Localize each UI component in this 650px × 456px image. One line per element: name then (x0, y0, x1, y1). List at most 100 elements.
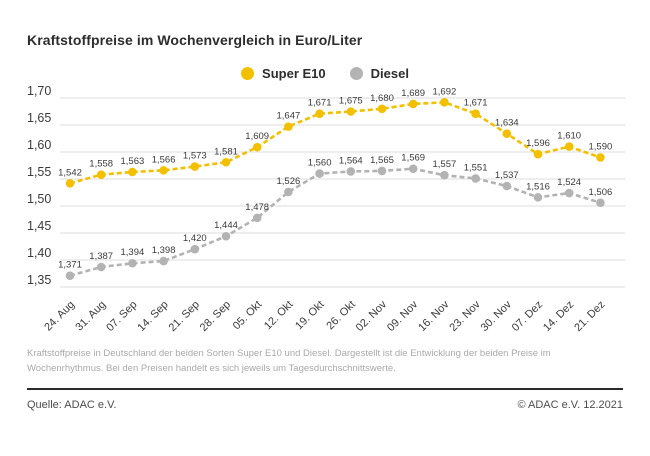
diesel-data-point (471, 174, 480, 183)
diesel-data-point (128, 258, 137, 268)
diesel-data-point (377, 166, 387, 176)
diesel-data-point (346, 167, 356, 176)
super-e10-data-point (471, 109, 480, 118)
super-e10-value-label: 1,689 (401, 88, 425, 99)
diesel-value-label: 1,398 (152, 245, 176, 256)
diesel-value-label: 1,516 (526, 181, 550, 192)
chart-legend: Super E10 Diesel (0, 66, 650, 81)
diesel-data-point (315, 169, 324, 178)
diesel-value-label: 1,394 (121, 247, 145, 258)
x-axis-tick-label: 09. Nov (385, 298, 421, 334)
y-axis-tick-label: 1,55 (27, 165, 51, 179)
super-e10-value-label: 1,590 (589, 141, 613, 152)
diesel-value-label: 1,564 (339, 155, 363, 166)
super-e10-value-label: 1,581 (214, 146, 238, 157)
diesel-data-point (502, 181, 512, 191)
x-axis-tick-label: 31. Aug (73, 299, 108, 334)
chart-footnote: Kraftstoffpreise in Deutschland der beid… (27, 348, 551, 374)
legend-dot-super-e10-icon (241, 67, 255, 80)
diesel-data-point (284, 187, 293, 197)
legend-item-diesel: Diesel (349, 66, 409, 81)
super-e10-data-point (408, 99, 418, 109)
diesel-data-point (564, 188, 574, 198)
diesel-value-label: 1,478 (245, 202, 269, 213)
diesel-value-label: 1,569 (401, 153, 425, 164)
super-e10-value-label: 1,671 (308, 98, 332, 109)
x-axis-tick-label: 16. Nov (416, 298, 452, 334)
super-e10-data-point (284, 122, 293, 131)
footer-divider (27, 388, 623, 390)
super-e10-data-point (315, 109, 324, 118)
diesel-data-point (440, 170, 449, 180)
super-e10-value-label: 1,634 (495, 118, 519, 129)
diesel-line (69, 167, 601, 277)
super-e10-data-point (159, 166, 168, 175)
super-e10-data-point (377, 104, 387, 114)
super-e10-data-point (190, 162, 200, 171)
x-axis-tick-label: 19. Okt (293, 299, 327, 333)
y-axis-tick-label: 1,60 (27, 138, 51, 152)
x-axis-tick-label: 12. Okt (262, 299, 296, 333)
y-axis-tick-label: 1,70 (27, 84, 51, 98)
x-axis-tick-label: 23. Nov (447, 298, 483, 334)
super-e10-value-label: 1,563 (121, 156, 145, 167)
super-e10-value-label: 1,671 (464, 98, 488, 109)
diesel-value-label: 1,565 (370, 155, 394, 166)
diesel-value-label: 1,551 (464, 162, 488, 173)
diesel-data-point (408, 164, 418, 174)
diesel-value-label: 1,526 (277, 176, 301, 187)
diesel-data-point (65, 271, 75, 280)
super-e10-data-point (65, 179, 75, 188)
diesel-value-label: 1,387 (89, 251, 113, 262)
x-axis-tick-label: 28. Sep (198, 299, 233, 334)
x-axis-tick-label: 05. Okt (231, 299, 265, 333)
super-e10-data-point (221, 157, 231, 167)
footer: Quelle: ADAC e.V. © ADAC e.V. 12.2021 (27, 399, 623, 411)
legend-dot-diesel-icon (349, 67, 363, 80)
x-axis-tick-label: 21. Sep (167, 299, 202, 334)
super-e10-data-point (128, 167, 137, 177)
super-e10-data-point (502, 129, 512, 138)
super-e10-value-label: 1,573 (183, 151, 207, 162)
legend-label-diesel: Diesel (370, 66, 409, 81)
diesel-data-point (596, 198, 605, 208)
super-e10-value-label: 1,542 (58, 167, 82, 178)
chart-title: Kraftstoffpreise im Wochenvergleich in E… (27, 32, 363, 48)
super-e10-data-point (533, 149, 543, 159)
diesel-value-label: 1,524 (557, 177, 581, 188)
legend-label-super-e10: Super E10 (262, 66, 326, 81)
x-axis-tick-label: 14. Sep (135, 299, 170, 334)
super-e10-value-label: 1,680 (370, 93, 394, 104)
diesel-data-point (221, 231, 231, 241)
super-e10-value-label: 1,675 (339, 96, 363, 107)
super-e10-value-label: 1,558 (89, 159, 113, 170)
x-axis-tick-label: 21. Dez (572, 299, 607, 334)
super-e10-data-point (440, 98, 449, 107)
super-e10-line (69, 101, 601, 185)
diesel-value-label: 1,560 (308, 158, 332, 169)
y-axis-tick-label: 1,65 (27, 111, 51, 125)
y-axis-tick-label: 1,45 (27, 219, 51, 233)
diesel-data-point (159, 256, 168, 266)
super-e10-value-label: 1,566 (152, 154, 176, 165)
copyright-label: © ADAC e.V. 12.2021 (517, 399, 623, 411)
x-axis-tick-label: 02. Nov (354, 298, 390, 334)
diesel-value-label: 1,557 (433, 159, 457, 170)
diesel-data-point (533, 193, 543, 202)
diesel-data-point (252, 213, 262, 223)
super-e10-value-label: 1,692 (433, 86, 457, 97)
diesel-value-label: 1,420 (183, 233, 207, 244)
super-e10-data-point (252, 142, 262, 152)
x-axis-tick-label: 07. Sep (104, 299, 139, 334)
x-axis-tick-label: 14. Dez (541, 299, 576, 334)
super-e10-value-label: 1,647 (277, 111, 301, 122)
diesel-value-label: 1,537 (495, 170, 519, 181)
source-label: Quelle: ADAC e.V. (27, 399, 117, 411)
y-axis-tick-label: 1,35 (27, 273, 51, 287)
diesel-value-label: 1,444 (214, 220, 238, 231)
diesel-data-point (96, 262, 106, 272)
x-axis-tick-label: 24. Aug (42, 299, 77, 334)
diesel-value-label: 1,506 (589, 187, 613, 198)
diesel-data-point (190, 244, 200, 254)
